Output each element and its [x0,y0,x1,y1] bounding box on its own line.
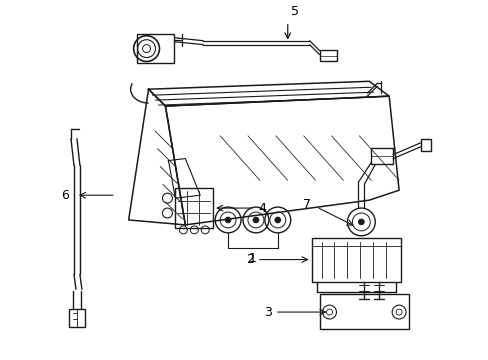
Circle shape [224,217,231,223]
Circle shape [274,217,280,223]
Polygon shape [128,89,185,225]
Bar [420,139,430,150]
Bar [319,50,337,62]
Polygon shape [165,96,398,225]
Bar [136,34,174,63]
Text: 5: 5 [290,5,298,18]
Text: 2: 2 [245,253,253,266]
Bar [370,148,392,163]
Text: 4: 4 [257,202,265,215]
Circle shape [358,219,364,225]
Bar [69,309,85,327]
Text: 3: 3 [264,306,271,319]
Text: 1: 1 [248,252,256,265]
Polygon shape [148,81,388,106]
Bar [175,188,213,228]
Bar [311,238,400,282]
Text: 7: 7 [302,198,310,211]
Text: 6: 6 [61,189,69,202]
Circle shape [252,217,258,223]
Bar [319,294,408,329]
